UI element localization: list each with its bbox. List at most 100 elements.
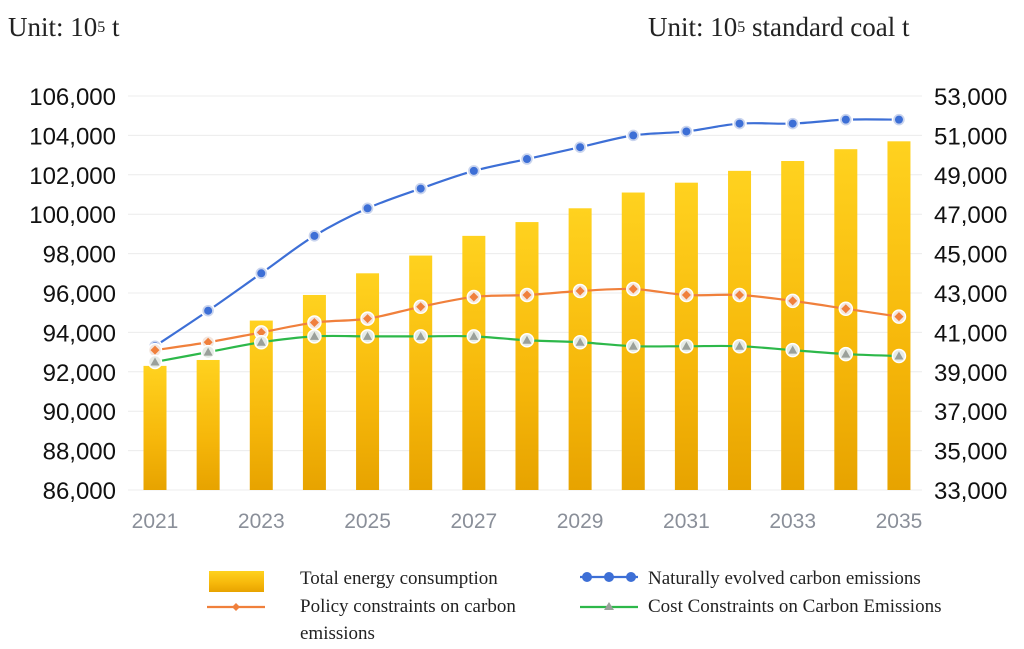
bar <box>515 222 539 490</box>
y-left-tick-label: 96,000 <box>43 281 116 308</box>
bar-series <box>143 141 911 491</box>
bar <box>143 365 167 490</box>
legend-bar-swatch <box>209 571 264 592</box>
axis-labels: 86,000 33,000 88,000 35,000 90,000 37,000 92,0… <box>29 84 1007 533</box>
data-point <box>257 269 266 278</box>
y-right-tick-label: 35,000 <box>934 439 1007 466</box>
data-point <box>681 341 691 350</box>
bar <box>728 170 752 491</box>
legend-label: Policy constraints on carbon <box>300 596 516 617</box>
data-point <box>841 304 851 314</box>
data-point <box>629 131 638 140</box>
legend-marker <box>604 572 614 582</box>
bar <box>409 255 433 490</box>
x-tick-label: 2027 <box>450 510 497 533</box>
data-point <box>788 296 798 306</box>
data-point <box>894 115 903 124</box>
data-point <box>841 115 850 124</box>
data-point <box>735 341 745 350</box>
data-point <box>310 231 319 240</box>
y-right-tick-label: 45,000 <box>934 242 1007 269</box>
data-point <box>363 314 373 324</box>
data-point <box>788 119 797 128</box>
bar <box>196 359 220 490</box>
data-point <box>469 331 479 340</box>
x-tick-label: 2033 <box>769 510 816 533</box>
data-point <box>735 119 744 128</box>
data-point <box>150 345 160 355</box>
legend-marker <box>626 572 636 582</box>
right-axis-unit-label: Unit: 105 standard coal t <box>648 12 910 42</box>
x-tick-label: 2021 <box>132 510 179 533</box>
y-left-tick-label: 104,000 <box>29 123 116 150</box>
data-point <box>204 306 213 315</box>
data-point <box>203 347 213 356</box>
data-point <box>309 318 319 328</box>
bar <box>462 235 486 490</box>
x-tick-label: 2035 <box>876 510 923 533</box>
data-point <box>363 331 373 340</box>
line-series <box>147 112 907 370</box>
legend-marker <box>232 603 240 611</box>
x-tick-label: 2029 <box>557 510 604 533</box>
y-left-tick-label: 98,000 <box>43 242 116 269</box>
y-right-tick-label: 49,000 <box>934 163 1007 190</box>
y-left-tick-label: 86,000 <box>43 478 116 505</box>
data-point <box>628 341 638 350</box>
data-point <box>894 351 904 360</box>
data-point <box>682 127 691 136</box>
legend-label: Total energy consumption <box>300 568 498 589</box>
data-point <box>363 204 372 213</box>
y-right-tick-label: 33,000 <box>934 478 1007 505</box>
y-right-tick-label: 53,000 <box>934 84 1007 111</box>
y-left-tick-label: 102,000 <box>29 163 116 190</box>
data-point <box>788 345 798 354</box>
bar <box>781 161 805 490</box>
data-point <box>628 284 638 294</box>
y-right-tick-label: 37,000 <box>934 399 1007 426</box>
data-point <box>309 331 319 340</box>
data-point <box>256 327 266 337</box>
legend: Total energy consumption Naturally evolve… <box>207 568 941 644</box>
data-point <box>522 335 532 344</box>
data-point <box>841 349 851 358</box>
bar <box>249 320 273 490</box>
x-tick-label: 2025 <box>344 510 391 533</box>
y-left-tick-label: 94,000 <box>43 320 116 347</box>
legend-label: Naturally evolved carbon emissions <box>648 568 921 589</box>
legend-marker <box>604 602 614 610</box>
data-point <box>575 286 585 296</box>
data-point <box>416 302 426 312</box>
y-right-tick-label: 43,000 <box>934 281 1007 308</box>
data-point <box>416 184 425 193</box>
data-point <box>203 337 213 347</box>
x-tick-label: 2023 <box>238 510 285 533</box>
data-point <box>416 331 426 340</box>
y-left-tick-label: 100,000 <box>29 202 116 229</box>
data-point <box>681 290 691 300</box>
y-left-tick-label: 90,000 <box>43 399 116 426</box>
left-axis-unit-label: Unit: 105 t <box>8 12 120 42</box>
y-right-tick-label: 47,000 <box>934 202 1007 229</box>
data-point <box>735 290 745 300</box>
legend-label: Cost Constraints on Carbon Emissions <box>648 596 941 617</box>
data-point <box>522 155 531 164</box>
y-left-tick-label: 88,000 <box>43 439 116 466</box>
y-right-tick-label: 41,000 <box>934 320 1007 347</box>
data-point <box>256 337 266 346</box>
bar <box>834 149 858 490</box>
x-tick-label: 2031 <box>663 510 710 533</box>
data-point <box>576 143 585 152</box>
y-right-tick-label: 39,000 <box>934 360 1007 387</box>
data-point <box>894 312 904 322</box>
bar <box>302 294 326 490</box>
bar <box>356 273 380 490</box>
data-point <box>469 292 479 302</box>
data-point <box>522 290 532 300</box>
data-point <box>575 337 585 346</box>
y-right-tick-label: 51,000 <box>934 123 1007 150</box>
y-left-tick-label: 106,000 <box>29 84 116 111</box>
legend-label: emissions <box>300 623 375 644</box>
y-left-tick-label: 92,000 <box>43 360 116 387</box>
